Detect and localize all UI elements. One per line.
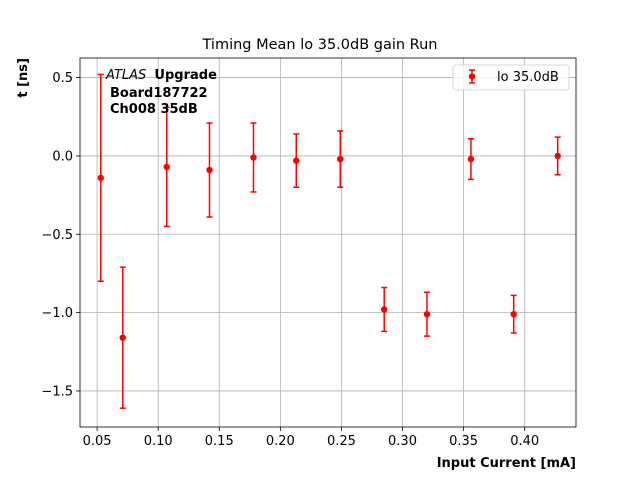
- x-tick-label: 0.35: [449, 434, 478, 449]
- data-series: [97, 73, 561, 409]
- data-point: [510, 294, 517, 334]
- data-point: [163, 106, 170, 228]
- chart-title: Timing Mean lo 35.0dB gain Run: [202, 37, 438, 53]
- point-marker: [380, 306, 388, 313]
- legend-marker: [468, 73, 476, 80]
- y-tick-label: −0.5: [41, 228, 73, 243]
- plot-frame: [79, 57, 577, 428]
- data-point: [467, 137, 475, 181]
- x-tick-label: 0.05: [83, 434, 112, 449]
- point-marker: [467, 155, 475, 163]
- annotation-experiment-suffix: Upgrade: [154, 68, 217, 83]
- data-point: [119, 266, 126, 409]
- legend-label: lo 35.0dB: [497, 70, 559, 85]
- point-marker: [163, 163, 170, 171]
- atlas-annotation: ATLAS Upgrade Board187722 Ch008 35dB: [105, 68, 217, 117]
- point-marker: [293, 157, 300, 164]
- data-point: [423, 291, 431, 337]
- data-point: [293, 133, 300, 189]
- y-tick-label: −1.0: [41, 306, 73, 321]
- x-tick-label: 0.20: [266, 434, 295, 449]
- x-tick-label: 0.10: [144, 434, 173, 449]
- point-marker: [97, 174, 104, 182]
- data-point: [97, 73, 104, 283]
- point-marker: [119, 334, 126, 341]
- grid: [80, 58, 576, 427]
- data-point: [554, 136, 561, 176]
- annotation-experiment: ATLAS: [105, 68, 146, 83]
- y-tick-label: −1.5: [41, 384, 73, 399]
- data-point: [380, 286, 388, 333]
- data-point: [337, 130, 344, 189]
- svg-text:ATLAS Upgrade: ATLAS Upgrade: [105, 68, 217, 83]
- legend: lo 35.0dB: [452, 64, 570, 91]
- y-axis-label: t [ns]: [16, 58, 31, 98]
- x-tick-label: 0.15: [205, 434, 234, 449]
- x-axis-label: Input Current [mA]: [437, 456, 576, 471]
- y-tick-label: 0.5: [52, 71, 73, 86]
- point-marker: [206, 166, 213, 174]
- point-marker: [423, 310, 431, 318]
- point-marker: [510, 310, 517, 318]
- x-tick-label: 0.25: [327, 434, 356, 449]
- point-marker: [250, 154, 257, 161]
- x-tick-label: 0.40: [510, 434, 539, 449]
- data-point: [206, 122, 213, 218]
- data-point: [250, 122, 257, 193]
- x-axis-ticks: 0.05 0.10 0.15 0.20 0.25 0.30 0.35 0.40: [83, 427, 539, 449]
- point-marker: [337, 155, 344, 163]
- point-marker: [554, 152, 561, 160]
- legend-box: [452, 64, 570, 91]
- annotation-channel: Ch008 35dB: [110, 102, 198, 117]
- x-tick-label: 0.30: [388, 434, 417, 449]
- y-axis-ticks: −1.5 −1.0 −0.5 0.0 0.5: [41, 71, 80, 399]
- annotation-board: Board187722: [110, 86, 208, 101]
- y-tick-label: 0.0: [52, 149, 73, 164]
